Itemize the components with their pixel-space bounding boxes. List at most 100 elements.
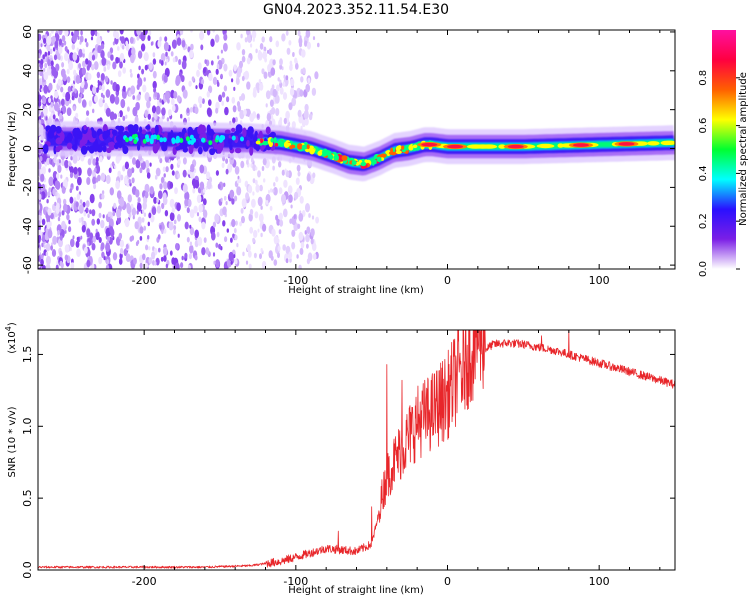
spectrogram-noise-cell [241,215,245,224]
spectrogram-noise-cell [186,207,190,214]
spectrogram-noise-cell [163,41,169,52]
spectrogram-peak [507,144,524,149]
spectrogram-noise-cell [96,71,101,79]
spectrogram-noise-cell [112,210,116,217]
spectrogram-noise-cell [230,260,233,265]
spectrogram-noise-cell [265,200,269,205]
spectrogram-noise-cell [137,50,143,59]
spectrogram-noise-cell [241,49,246,56]
spectrogram-hot-cell [270,138,275,143]
spectrogram-noise-cell [48,82,53,91]
spectrogram-noise-cell [101,57,107,66]
spectrogram-noise-cell [60,86,64,93]
spectrogram-noise-cell [151,105,157,114]
spectrogram-noise-cell [253,252,257,259]
spectrogram-noise-cell [270,114,274,120]
spectrogram-peak [618,142,635,146]
spectrogram-noise-cell [208,72,213,82]
spectrogram-noise-cell [159,224,162,230]
spectrogram-noise-cell [255,82,261,91]
spectrogram-cell [234,130,239,136]
spectrogram-noise-cell [142,253,146,261]
spectrogram-noise-cell [285,258,289,264]
spectrogram-noise-cell [96,218,101,225]
spectrogram-noise-cell [273,235,279,245]
spectrogram-noise-cell [172,57,176,63]
spectrogram-noise-cell [227,163,233,173]
spectrogram-noise-cell [86,228,91,237]
spectrogram-noise-cell [98,256,103,265]
spectrogram-noise-cell [188,80,192,87]
spectrogram-cell [246,140,250,147]
spectrogram-noise-cell [252,237,256,243]
spectrogram-noise-cell [246,30,250,36]
spectrogram-cell [159,137,164,143]
spectrogram-noise-cell [210,38,215,47]
spectrogram-noise-cell [97,32,100,38]
spectrogram-noise-cell [119,252,123,260]
spectrogram-cell [66,142,73,150]
spectrogram-noise-cell [198,204,203,213]
spectrogram-noise-cell [76,193,81,201]
spectrogram-noise-cell [286,118,290,124]
spectrogram-noise-cell [237,105,242,112]
spectrogram-noise-cell [223,85,228,92]
spectrogram-noise-cell [297,223,301,229]
spectrogram-noise-cell [272,59,276,66]
spectrogram-noise-cell [271,84,275,90]
spectrogram-hot-cell [480,144,498,149]
spectrogram-noise-cell [311,215,315,220]
spectrogram-noise-cell [104,102,108,110]
spectrogram-noise-cell [154,261,157,266]
spectrogram-noise-cell [193,168,197,173]
spectrogram-noise-cell [278,161,282,168]
spectrogram-noise-cell [61,210,65,216]
spectrogram-noise-cell [164,210,169,217]
spectrogram-noise-cell [128,212,132,218]
spectrogram-noise-cell [252,178,256,184]
spectrogram-cell [254,130,258,137]
spectrogram-noise-cell [80,235,83,240]
spectrogram-noise-cell [298,264,302,269]
spectrogram-noise-cell [148,212,152,219]
spectrogram-noise-cell [268,189,270,194]
spectrogram-cell [55,137,63,145]
spectrogram-noise-cell [199,30,205,41]
spectrogram-noise-cell [247,34,251,43]
spectrogram-noise-cell [78,48,83,58]
spectrogram-noise-cell [188,253,192,260]
spectrogram-noise-cell [228,251,234,262]
spectrogram-noise-cell [43,84,49,94]
spectrogram-noise-cell [291,241,296,250]
spectrogram-noise-cell [99,155,103,163]
snr-yunit-base: (x10 [7,331,18,354]
spectrogram-noise-cell [66,213,70,221]
spectrogram-cell [249,132,253,139]
spectrogram-noise-cell [47,229,53,239]
spectrogram-noise-cell [241,75,245,82]
spectrogram-noise-cell [77,96,82,104]
spectrogram-noise-cell [202,198,207,206]
spectrogram-hot-cell [376,156,382,162]
spectrogram-noise-cell [99,85,102,90]
colorbar-tick-label: 0.6 [698,118,709,134]
spectrogram-noise-cell [38,101,42,107]
spectrogram-noise-cell [56,172,60,180]
spectrogram-noise-cell [69,162,72,167]
spectrogram-noise-cell [137,197,141,203]
spectrogram-noise-cell [112,236,115,241]
spectrogram-noise-cell [130,85,136,95]
spectrogram-noise-cell [52,188,57,196]
spectrogram-noise-cell [147,235,150,240]
spectrogram-noise-cell [86,110,90,116]
spectrogram-cell [141,129,147,135]
spectrogram-noise-cell [160,53,166,62]
spectrogram-noise-cell [245,260,249,265]
spectrogram-noise-cell [273,182,276,187]
spectrogram-noise-cell [277,245,281,252]
spectrogram-noise-cell [206,180,212,190]
spectrogram-noise-cell [129,68,132,74]
spectrogram-noise-cell [239,109,245,120]
spectrogram-noise-cell [291,229,296,237]
spectrogram-noise-cell [226,228,229,233]
